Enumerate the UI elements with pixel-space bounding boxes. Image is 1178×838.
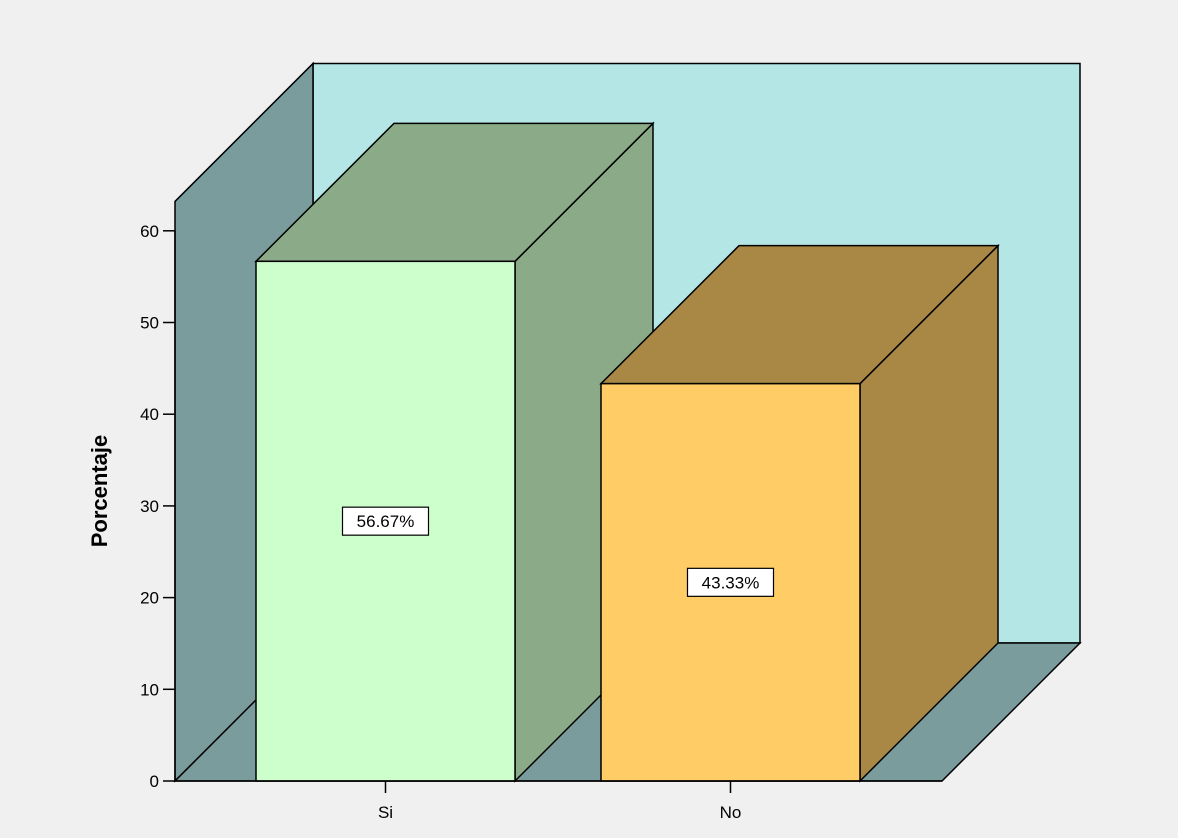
x-tick-label: Si: [378, 803, 393, 822]
bar-si: 56.67%: [254, 121, 655, 783]
y-tick-label: 50: [140, 314, 159, 333]
data-label: 43.33%: [686, 567, 775, 597]
data-label-text: 56.67%: [357, 512, 415, 531]
x-tick-label: No: [720, 803, 742, 822]
y-tick-label: 20: [140, 589, 159, 608]
y-tick-label: 10: [140, 680, 159, 699]
bar-no: 43.33%: [599, 243, 1000, 783]
data-label-box: [341, 506, 430, 536]
data-label-box: [686, 567, 775, 597]
y-tick-label: 40: [140, 405, 159, 424]
y-axis-title: Porcentaje: [87, 435, 112, 548]
data-label-text: 43.33%: [702, 573, 760, 592]
y-tick-label: 60: [140, 222, 159, 241]
y-axis: 0 10 20 30 40 50 60: [140, 222, 176, 791]
y-tick-label: 30: [140, 497, 159, 516]
y-tick-label: 0: [150, 772, 159, 791]
bars: 56.67% 43.33%: [254, 121, 1000, 783]
x-axis: Si No: [175, 780, 942, 822]
data-label: 56.67%: [341, 506, 430, 536]
bar-front: [255, 260, 516, 782]
